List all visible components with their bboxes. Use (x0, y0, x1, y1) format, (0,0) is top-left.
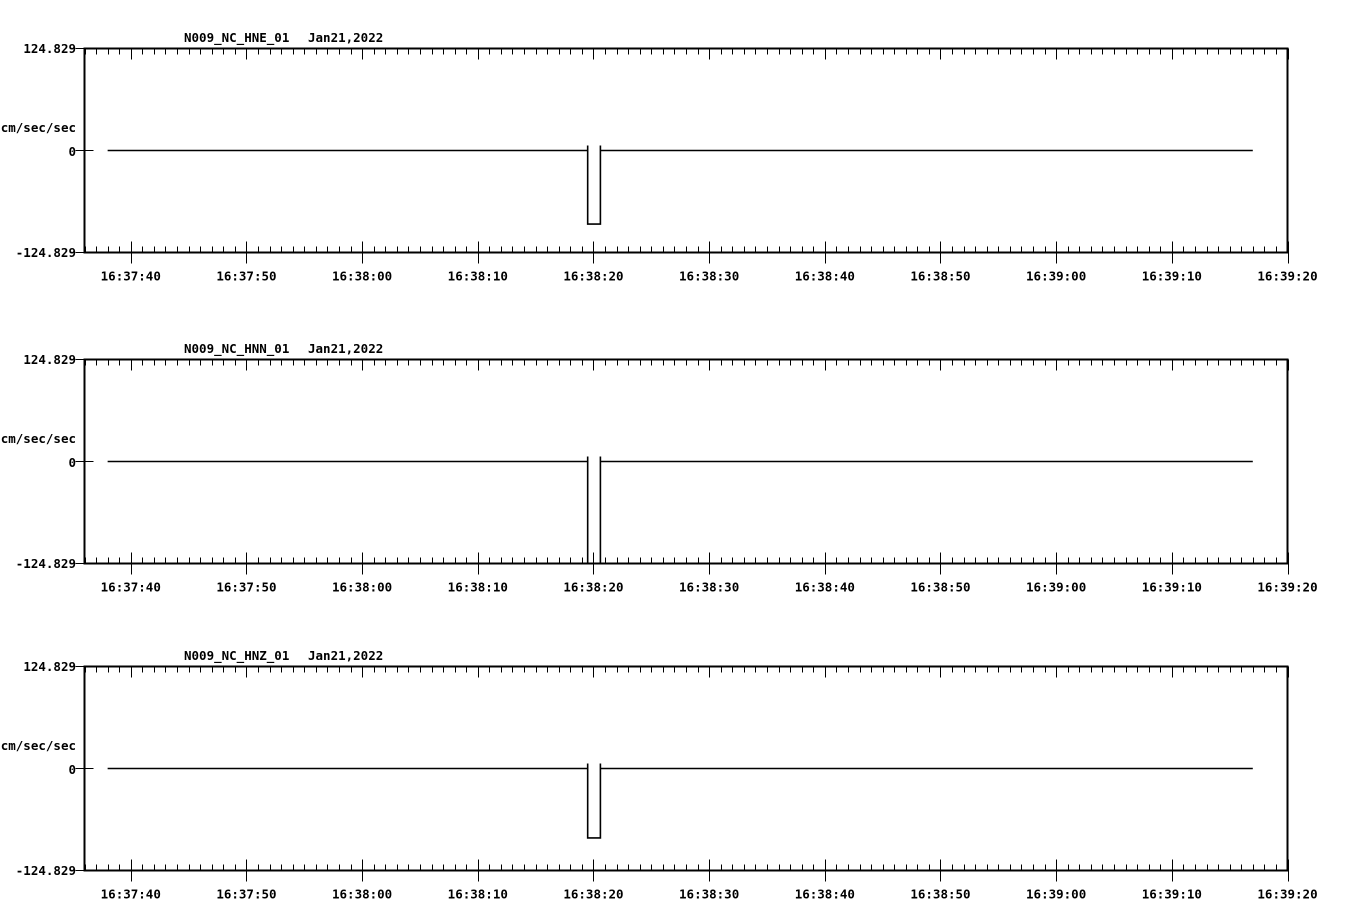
xtick-label: 16:39:10 (1142, 580, 1202, 595)
xtick-label: 16:38:00 (332, 887, 392, 902)
xtick-labels-hne: 16:37:40 16:37:50 16:38:00 16:38:10 16:38:20… (101, 269, 1318, 284)
xtick-label: 16:39:10 (1142, 269, 1202, 284)
panel-date-hne: Jan21,2022 (308, 30, 383, 45)
ytick-min-hnn: -124.829 (16, 556, 76, 571)
waveform-trace-hnn (107, 456, 1253, 565)
xtick-label: 16:38:20 (563, 887, 623, 902)
xtick-label: 16:38:20 (563, 269, 623, 284)
xtick-label: 16:38:40 (795, 269, 855, 284)
yticks-hne (75, 47, 94, 254)
xtick-label: 16:38:40 (795, 580, 855, 595)
ytick-zero-hnn: 0 (68, 455, 76, 470)
xtick-label: 16:38:30 (679, 269, 739, 284)
xtick-label: 16:37:50 (216, 887, 276, 902)
xtick-label: 16:39:20 (1257, 887, 1317, 902)
xticks-bottom-hne (84, 241, 1290, 264)
waveform-trace-hne (107, 145, 1253, 225)
ytick-zero-hne: 0 (68, 144, 76, 159)
xtick-label: 16:38:50 (910, 580, 970, 595)
xtick-label: 16:38:40 (795, 887, 855, 902)
ytick-max-hnz: 124.829 (23, 659, 76, 674)
xtick-label: 16:38:30 (679, 887, 739, 902)
plot-frame-hnn (83, 358, 1289, 565)
seismogram-panel-hnn: N009_NC_HNN_01 Jan21,2022 124.829 cm/sec… (0, 311, 1358, 611)
xtick-label: 16:38:10 (448, 269, 508, 284)
panel-date-hnz: Jan21,2022 (308, 648, 383, 663)
yticks-hnn (75, 358, 94, 565)
xtick-label: 16:39:00 (1026, 887, 1086, 902)
plot-frame-hne (83, 47, 1289, 254)
xtick-labels-hnn: 16:37:40 16:37:50 16:38:00 16:38:10 16:38:20… (101, 580, 1318, 595)
xtick-label: 16:38:50 (910, 269, 970, 284)
waveform-trace-hnz (107, 763, 1253, 839)
xtick-label: 16:39:00 (1026, 269, 1086, 284)
plot-area-hnn: N009_NC_HNN_01 Jan21,2022 124.829 cm/sec… (1, 341, 1318, 595)
xtick-label: 16:38:00 (332, 269, 392, 284)
plot-frame-hnz (83, 665, 1289, 872)
xtick-label: 16:38:10 (448, 580, 508, 595)
panel-title-hnz: N009_NC_HNZ_01 (184, 648, 289, 664)
xtick-label: 16:38:10 (448, 887, 508, 902)
ytick-max-hnn: 124.829 (23, 352, 76, 367)
seismogram-panel-hnz: N009_NC_HNZ_01 Jan21,2022 124.829 cm/sec… (0, 618, 1358, 924)
yaxis-unit-hne: cm/sec/sec (1, 120, 76, 135)
xtick-label: 16:38:20 (563, 580, 623, 595)
plot-area-hne: N009_NC_HNE_01 Jan21,2022 124.829 cm/sec… (1, 30, 1318, 284)
xtick-label: 16:37:40 (101, 269, 161, 284)
ytick-zero-hnz: 0 (68, 762, 76, 777)
xtick-label: 16:37:50 (216, 580, 276, 595)
xtick-label: 16:37:40 (101, 580, 161, 595)
xticks-top-hnn (84, 359, 1290, 371)
xticks-bottom-hnz (84, 859, 1290, 882)
seismogram-panel-hne: N009_NC_HNE_01 Jan21,2022 124.829 cm/sec… (0, 0, 1358, 300)
xticks-bottom-hnn (84, 552, 1290, 575)
xtick-label: 16:39:20 (1257, 580, 1317, 595)
panel-title-hne: N009_NC_HNE_01 (184, 30, 289, 46)
ytick-min-hne: -124.829 (16, 245, 76, 260)
plot-area-hnz: N009_NC_HNZ_01 Jan21,2022 124.829 cm/sec… (1, 648, 1318, 902)
ytick-max-hne: 124.829 (23, 41, 76, 56)
yticks-hnz (75, 665, 94, 872)
xtick-label: 16:39:00 (1026, 580, 1086, 595)
xtick-label: 16:38:00 (332, 580, 392, 595)
yaxis-unit-hnz: cm/sec/sec (1, 738, 76, 753)
xtick-label: 16:38:30 (679, 580, 739, 595)
ytick-min-hnz: -124.829 (16, 863, 76, 878)
xtick-label: 16:37:50 (216, 269, 276, 284)
xticks-top-hne (84, 48, 1290, 60)
xtick-label: 16:39:10 (1142, 887, 1202, 902)
xtick-label: 16:38:50 (910, 887, 970, 902)
xtick-label: 16:39:20 (1257, 269, 1317, 284)
yaxis-unit-hnn: cm/sec/sec (1, 431, 76, 446)
panel-title-hnn: N009_NC_HNN_01 (184, 341, 289, 357)
xtick-label: 16:37:40 (101, 887, 161, 902)
xticks-top-hnz (84, 666, 1290, 678)
xtick-labels-hnz: 16:37:40 16:37:50 16:38:00 16:38:10 16:38:20… (101, 887, 1318, 902)
panel-date-hnn: Jan21,2022 (308, 341, 383, 356)
